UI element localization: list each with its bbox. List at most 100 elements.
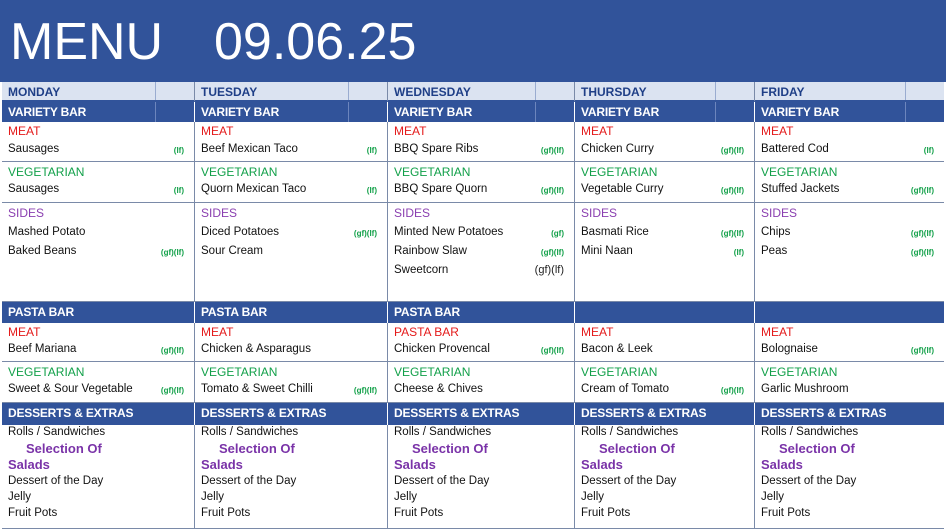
side-dish: Mashed Potato — [8, 226, 86, 238]
pasta-bar-header: PASTA BAR — [195, 302, 388, 323]
rolls-item: Rolls / Sandwiches — [761, 426, 859, 438]
vegetarian-dish: Sausages — [8, 183, 60, 195]
day-header-friday: FRIDAY — [755, 82, 944, 102]
pasta-vegetarian-dietary-tag: (gf)(lf) — [160, 386, 184, 395]
side-dietary-tag: (gf) — [551, 229, 564, 238]
desserts-label: DESSERTS & EXTRAS — [8, 406, 134, 420]
side-dietary-tag: (gf)(lf) — [720, 229, 744, 238]
vegetarian-label: VEGETARIAN — [394, 165, 471, 179]
meat-dish: Beef Mexican Taco — [201, 143, 298, 155]
pasta-meat-dietary-tag: (gf)(lf) — [910, 346, 934, 355]
salads-text: Salads — [8, 457, 50, 472]
rolls-item: Rolls / Sandwiches — [8, 426, 106, 438]
fruit-pots-item: Fruit Pots — [201, 507, 251, 519]
sides-section: SIDES Diced Potatoes (gf)(lf) Sour Cream — [195, 203, 388, 302]
desserts-label: DESSERTS & EXTRAS — [394, 406, 520, 420]
pasta-vegetarian-dish: Sweet & Sour Vegetable — [8, 383, 133, 395]
pasta-bar-header — [575, 302, 755, 323]
pasta-meat-dish: Chicken Provencal — [394, 343, 490, 355]
salads-text: Salads — [394, 457, 436, 472]
variety-mains: MEAT Battered Cod (lf) VEGETARIAN Stuffed Ja… — [755, 122, 944, 203]
desserts-header: DESSERTS & EXTRAS — [195, 403, 388, 425]
fruit-pots-item: Fruit Pots — [581, 507, 631, 519]
desserts-list: Rolls / Sandwiches Selection Of Salads Dess… — [2, 425, 195, 529]
vegetarian-dish: Stuffed Jackets — [761, 183, 840, 195]
meat-label: MEAT — [201, 124, 234, 138]
selection-of-text: Selection Of — [412, 441, 488, 456]
selection-of-text: Selection Of — [26, 441, 102, 456]
pasta-bar-header — [755, 302, 944, 323]
vegetarian-dietary-tag: (gf)(lf) — [910, 186, 934, 195]
pasta-mains: MEAT Bacon & Leek VEGETARIAN Cream of Tomat… — [575, 323, 755, 403]
side-dietary-tag: (gf)(lf) — [540, 248, 564, 257]
sides-section: SIDES Basmati Rice (gf)(lf) Mini Naan (lf) — [575, 203, 755, 302]
vegetarian-dish: BBQ Spare Quorn — [394, 183, 488, 195]
pasta-vegetarian-dish: Tomato & Sweet Chilli — [201, 383, 313, 395]
day-name: WEDNESDAY — [394, 85, 471, 99]
vegetarian-dish: Quorn Mexican Taco — [201, 183, 307, 195]
day-name: TUESDAY — [201, 85, 258, 99]
side-dish: Sour Cream — [201, 245, 263, 257]
side-dietary-tag: (gf)(lf) — [910, 248, 934, 257]
vegetarian-dietary-tag: (gf)(lf) — [720, 186, 744, 195]
dessert-of-day-item: Dessert of the Day — [8, 475, 104, 487]
pasta-meat-label: MEAT — [581, 325, 614, 339]
pasta-meat-dish: Bacon & Leek — [581, 343, 653, 355]
desserts-header: DESSERTS & EXTRAS — [2, 403, 195, 425]
sides-label: SIDES — [8, 206, 45, 220]
rolls-item: Rolls / Sandwiches — [394, 426, 492, 438]
jelly-item: Jelly — [761, 491, 785, 503]
variety-mains: MEAT BBQ Spare Ribs (gf)(lf) VEGETARIAN BBQ … — [388, 122, 575, 203]
pasta-vegetarian-dietary-tag: (gf)(lf) — [720, 386, 744, 395]
day-header-tuesday: TUESDAY — [195, 82, 388, 102]
day-name: FRIDAY — [761, 85, 805, 99]
side-dietary-tag: (gf)(lf) — [910, 229, 934, 238]
pasta-bar-label: PASTA BAR — [394, 305, 460, 319]
rolls-item: Rolls / Sandwiches — [581, 426, 679, 438]
variety-bar-label: VARIETY BAR — [761, 105, 840, 119]
side-dish: Baked Beans — [8, 245, 77, 257]
pasta-mains: MEAT Beef Mariana (gf)(lf) VEGETARIAN Sweet … — [2, 323, 195, 403]
pasta-vegetarian-dish: Garlic Mushroom — [761, 383, 849, 395]
variety-bar-header: VARIETY BAR — [2, 102, 195, 122]
side-dish: Diced Potatoes — [201, 226, 279, 238]
jelly-item: Jelly — [394, 491, 418, 503]
side-dish: Basmati Rice — [581, 226, 649, 238]
pasta-mains: MEAT Bolognaise (gf)(lf) VEGETARIAN Garlic M… — [755, 323, 944, 403]
desserts-header: DESSERTS & EXTRAS — [575, 403, 755, 425]
salads-text: Salads — [761, 457, 803, 472]
variety-bar-header: VARIETY BAR — [755, 102, 944, 122]
fruit-pots-item: Fruit Pots — [8, 507, 58, 519]
variety-bar-label: VARIETY BAR — [201, 105, 280, 119]
desserts-header: DESSERTS & EXTRAS — [388, 403, 575, 425]
salads-text: Salads — [201, 457, 243, 472]
variety-bar-header: VARIETY BAR — [388, 102, 575, 122]
sides-label: SIDES — [394, 206, 431, 220]
pasta-vegetarian-dish: Cream of Tomato — [581, 383, 669, 395]
pasta-meat-label: MEAT — [201, 325, 234, 339]
vegetarian-dietary-tag: (lf) — [173, 186, 184, 195]
desserts-header: DESSERTS & EXTRAS — [755, 403, 944, 425]
pasta-meat-label: MEAT — [761, 325, 794, 339]
pasta-bar-label: PASTA BAR — [201, 305, 267, 319]
pasta-vegetarian-dish: Cheese & Chives — [394, 383, 483, 395]
meat-label: MEAT — [8, 124, 41, 138]
sides-section: SIDES Mashed Potato Baked Beans (gf)(lf) — [2, 203, 195, 302]
meat-dish: BBQ Spare Ribs — [394, 143, 479, 155]
side-dietary-tag: (lf) — [733, 248, 744, 257]
vegetarian-label: VEGETARIAN — [8, 165, 85, 179]
side-dish: Mini Naan — [581, 245, 633, 257]
salads-text: Salads — [581, 457, 623, 472]
pasta-vegetarian-label: VEGETARIAN — [8, 365, 85, 379]
sides-label: SIDES — [761, 206, 798, 220]
menu-date: 09.06.25 — [214, 13, 417, 71]
pasta-bar-header: PASTA BAR — [2, 302, 195, 323]
desserts-list: Rolls / Sandwiches Selection Of Salads Dess… — [755, 425, 944, 529]
menu-grid: MONDAY VARIETY BAR MEAT Sausages (lf) VEGETAR… — [2, 82, 944, 529]
vegetarian-dietary-tag: (lf) — [366, 186, 377, 195]
vegetarian-label: VEGETARIAN — [581, 165, 658, 179]
desserts-label: DESSERTS & EXTRAS — [581, 406, 707, 420]
fruit-pots-item: Fruit Pots — [394, 507, 444, 519]
pasta-vegetarian-label: VEGETARIAN — [581, 365, 658, 379]
selection-of-text: Selection Of — [219, 441, 295, 456]
